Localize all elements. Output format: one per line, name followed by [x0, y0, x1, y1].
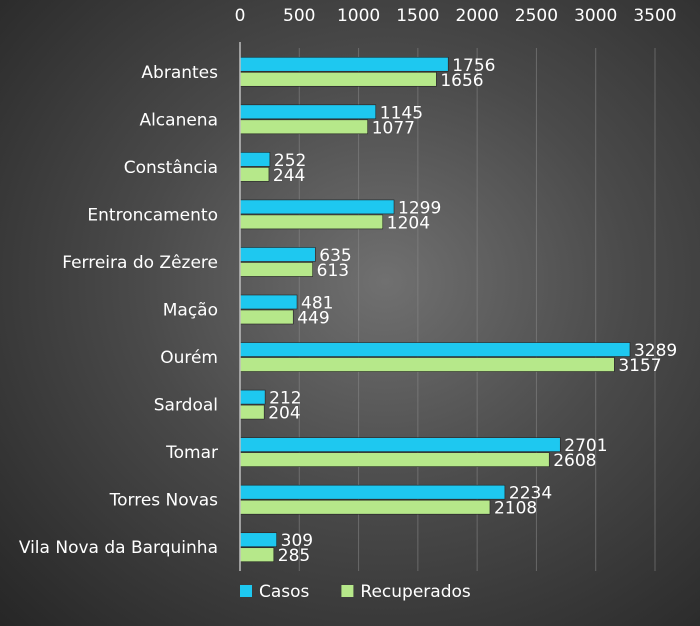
x-tick-label: 500: [283, 6, 315, 26]
bar-recuperados: [239, 214, 384, 230]
data-label: 449: [297, 309, 329, 329]
category-label: Torres Novas: [109, 491, 219, 511]
category-label: Tomar: [165, 443, 218, 463]
bar-recuperados: [239, 404, 265, 420]
gridlines: [239, 48, 656, 571]
data-label: 252: [274, 151, 306, 171]
bar-recuperados: [239, 357, 615, 372]
data-label: 613: [317, 261, 349, 281]
bar-casos: [239, 199, 395, 215]
category-label: Ferreira do Zêzere: [62, 253, 218, 273]
x-tick-label: 2000: [456, 6, 499, 26]
bar-recuperados: [239, 262, 313, 277]
category-label: Abrantes: [141, 63, 218, 83]
data-label: 244: [273, 166, 305, 186]
data-label: 2701: [564, 436, 607, 456]
data-label: 1145: [380, 103, 423, 123]
legend-label: Casos: [259, 582, 310, 602]
bar-recuperados: [239, 547, 275, 563]
category-label: Vila Nova da Barquinha: [19, 538, 218, 558]
bar-casos: [239, 294, 298, 310]
data-label: 1204: [387, 213, 430, 233]
x-tick-label: 1000: [337, 6, 380, 26]
data-label: 2608: [553, 451, 596, 471]
data-label: 1077: [372, 118, 415, 138]
bar-casos: [239, 484, 506, 500]
bar-casos: [239, 389, 266, 405]
bar-casos: [239, 437, 561, 452]
bar-recuperados: [239, 499, 491, 515]
data-label: 309: [281, 531, 313, 551]
category-label: Sardoal: [154, 396, 218, 416]
x-axis-ticks: 0 500 1000 1500 2000 2500 3000 3500: [235, 6, 677, 26]
data-label: 635: [319, 246, 351, 266]
data-label: 3289: [634, 341, 677, 361]
bar-recuperados: [239, 71, 437, 87]
category-label: Entroncamento: [87, 205, 218, 225]
category-label: Alcanena: [139, 110, 218, 130]
bar-casos: [239, 342, 631, 357]
bar-recuperados: [239, 167, 270, 182]
category-labels: Abrantes Alcanena Constância Entroncamento F…: [19, 63, 218, 558]
data-label: 2108: [494, 499, 537, 519]
bar-casos: [239, 56, 449, 72]
bar-casos: [239, 152, 271, 167]
data-label: 285: [278, 546, 310, 566]
x-tick-label: 1500: [396, 6, 439, 26]
data-label: 1656: [440, 71, 483, 91]
bar-casos: [239, 532, 277, 548]
x-tick-label: 3500: [633, 6, 676, 26]
category-label: Constância: [124, 158, 218, 178]
x-tick-label: 0: [235, 6, 246, 26]
legend-swatch: [341, 585, 354, 597]
category-label: Mação: [163, 301, 218, 321]
data-label: 481: [301, 294, 333, 314]
bar-casos: [239, 247, 316, 262]
data-label: 212: [269, 389, 301, 409]
bars: [239, 56, 631, 563]
category-label: Ourém: [160, 348, 218, 368]
data-label: 1299: [398, 198, 441, 218]
bar-casos: [239, 104, 377, 120]
legend-label: Recuperados: [360, 582, 470, 602]
data-label: 1756: [452, 56, 495, 76]
bar-recuperados: [239, 119, 369, 135]
data-label: 2234: [509, 484, 552, 504]
bar-recuperados: [239, 309, 294, 325]
data-label: 204: [268, 404, 300, 424]
legend: Casos Recuperados: [240, 582, 471, 602]
x-tick-label: 2500: [515, 6, 558, 26]
bar-recuperados: [239, 452, 550, 467]
x-tick-label: 3000: [574, 6, 617, 26]
data-label: 3157: [618, 356, 661, 376]
legend-swatch: [240, 585, 252, 597]
